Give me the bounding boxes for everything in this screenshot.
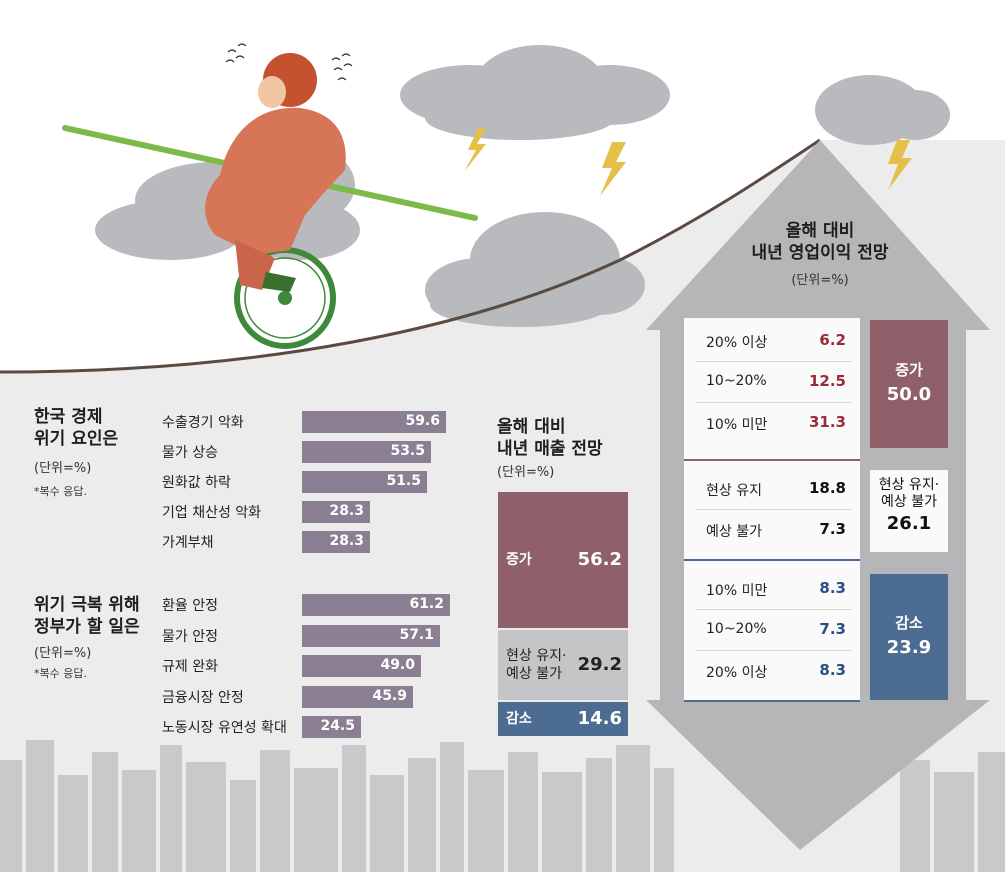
bar-label: 물가 안정 (162, 628, 218, 645)
bar-value: 59.6 (405, 413, 440, 429)
row-label: 10~20% (706, 621, 767, 637)
segment-label: 현상 유지· 예상 불가 (506, 648, 567, 682)
summary-label: 감소 (895, 614, 923, 632)
chart3-title: 올해 대비 내년 매출 전망 (497, 417, 603, 459)
bottom-rule (684, 700, 860, 702)
bar-label: 수출경기 악화 (162, 415, 244, 431)
bar-value: 49.0 (380, 657, 415, 673)
table-panel (684, 318, 860, 702)
summary-value: 26.1 (886, 513, 932, 534)
tightrope (0, 138, 821, 374)
chart2-unit: (단위=%) (34, 646, 92, 661)
chart4-title: 올해 대비 내년 영업이익 전망 (751, 221, 889, 263)
row-label: 예상 불가 (706, 524, 762, 540)
segment-label: 감소 (506, 711, 532, 727)
row-divider (696, 609, 852, 610)
bar-label: 금융시장 안정 (162, 689, 244, 706)
chart3-unit: (단위=%) (497, 465, 555, 480)
segment-label: 증가 (506, 552, 532, 568)
bar-value: 53.5 (390, 443, 425, 459)
bar (302, 471, 427, 493)
row-label: 20% 이상 (706, 665, 768, 681)
summary-value: 50.0 (886, 384, 932, 405)
chart1-title: 한국 경제 위기 요인은 (34, 407, 119, 449)
summary-box (870, 470, 948, 552)
lightning-bolts (464, 128, 912, 196)
chart2-note: *복수 응답. (34, 667, 87, 680)
row-label: 10~20% (706, 373, 767, 389)
bar (302, 655, 421, 677)
row-label: 10% 미만 (706, 417, 768, 433)
row-value: 8.3 (819, 661, 846, 679)
bar (302, 411, 446, 433)
bar (302, 624, 440, 647)
chart4-unit: (단위=%) (791, 273, 849, 288)
row-value: 7.3 (819, 520, 846, 538)
bar (302, 441, 431, 463)
summary-box (870, 320, 948, 448)
city-skyline (0, 740, 1005, 872)
segment-value: 29.2 (577, 654, 622, 675)
bar (302, 501, 370, 523)
bar (302, 594, 450, 616)
summary-label: 현상 유지· 예상 불가 (878, 477, 940, 510)
bar-label: 가계부채 (162, 535, 214, 551)
bar-label: 규제 완화 (162, 659, 218, 675)
chart1-note: *복수 응답. (34, 485, 87, 498)
summary-box (870, 574, 948, 700)
section-rule (684, 559, 860, 561)
bar (302, 685, 413, 708)
row-value: 31.3 (808, 413, 846, 431)
row-divider (696, 402, 852, 403)
storm-clouds (95, 45, 950, 327)
bar-value: 57.1 (399, 626, 434, 643)
stack-segment (498, 702, 628, 736)
row-divider (696, 650, 852, 651)
bar-label: 노동시장 유연성 확대 (162, 720, 287, 736)
stack-segment (498, 492, 628, 628)
bar-value: 51.5 (386, 473, 421, 489)
row-value: 6.2 (819, 331, 846, 349)
bar-value: 28.3 (329, 503, 364, 519)
stack-segment (498, 630, 628, 700)
unicyclist-figure (62, 53, 478, 349)
bar (302, 531, 370, 553)
row-value: 7.3 (819, 620, 846, 638)
row-value: 8.3 (819, 579, 846, 597)
bar-label: 환율 안정 (162, 598, 218, 614)
bar-value: 61.2 (409, 596, 444, 612)
summary-value: 23.9 (886, 637, 932, 658)
chart2-title: 위기 극복 위해 정부가 할 일은 (34, 595, 140, 637)
bar-value: 28.3 (329, 533, 364, 549)
bar-value: 45.9 (372, 687, 407, 704)
row-divider (696, 361, 852, 362)
bar-label: 원화값 하락 (162, 475, 231, 491)
bar (302, 716, 361, 738)
row-divider (696, 509, 852, 510)
row-label: 10% 미만 (706, 583, 768, 599)
row-value: 18.8 (808, 479, 846, 497)
row-value: 12.5 (808, 372, 846, 390)
bar-label: 물가 상승 (162, 445, 218, 461)
summary-label: 증가 (895, 361, 923, 379)
section-rule (684, 459, 860, 461)
segment-value: 14.6 (577, 708, 622, 729)
sweat-marks (225, 43, 353, 81)
chart1-unit: (단위=%) (34, 461, 92, 476)
bar-label: 기업 채산성 악화 (162, 505, 262, 521)
bar-value: 24.5 (320, 718, 355, 734)
row-label: 20% 이상 (706, 335, 768, 351)
row-label: 현상 유지 (706, 483, 762, 499)
segment-value: 56.2 (577, 549, 622, 570)
